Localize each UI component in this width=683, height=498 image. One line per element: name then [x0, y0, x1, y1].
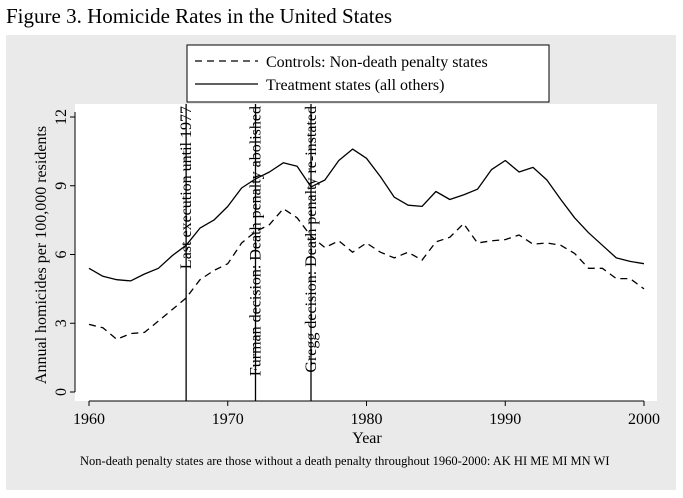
- series-lines: [88, 148, 645, 340]
- series-line-controls: [88, 208, 645, 340]
- plot-area: [75, 104, 657, 401]
- series-line-treatment: [88, 148, 645, 282]
- legend-label-treatment: Treatment states (all others): [266, 77, 444, 94]
- annotation-label: Last execution until 1977: [178, 106, 195, 269]
- x-tick-label: 2000: [628, 411, 660, 428]
- legend-box: [186, 44, 550, 103]
- annotation-label: Gregg decision: Death penalty re-instate…: [303, 106, 320, 373]
- x-axis-ticks: 1960 1970 1980 1990 2000: [73, 401, 660, 428]
- y-tick-label: 12: [53, 109, 70, 125]
- x-tick-label: 1960: [73, 411, 105, 428]
- y-tick-label: 0: [53, 388, 70, 396]
- annotations: Last execution until 1977 Furman decision…: [178, 104, 320, 401]
- x-tick-label: 1970: [212, 411, 244, 428]
- y-tick-label: 9: [53, 182, 70, 190]
- x-axis-label: Year: [352, 430, 382, 447]
- figure-title: Figure 3. Homicide Rates in the United S…: [6, 4, 393, 28]
- legend-label-controls: Controls: Non-death penalty states: [266, 54, 488, 71]
- y-axis-label: Annual homicides per 100,000 residents: [33, 126, 50, 384]
- x-tick-label: 1990: [489, 411, 521, 428]
- y-tick-label: 6: [53, 251, 70, 259]
- x-tick-label: 1980: [351, 411, 383, 428]
- y-axis-ticks: 0 3 6 9 12: [53, 109, 75, 396]
- chart-note: Non-death penalty states are those witho…: [80, 454, 610, 468]
- legend: Controls: Non-death penalty states Treat…: [186, 44, 550, 103]
- y-tick-label: 3: [53, 319, 70, 327]
- annotation-label: Furman decision: Death penalty abolished: [248, 106, 265, 376]
